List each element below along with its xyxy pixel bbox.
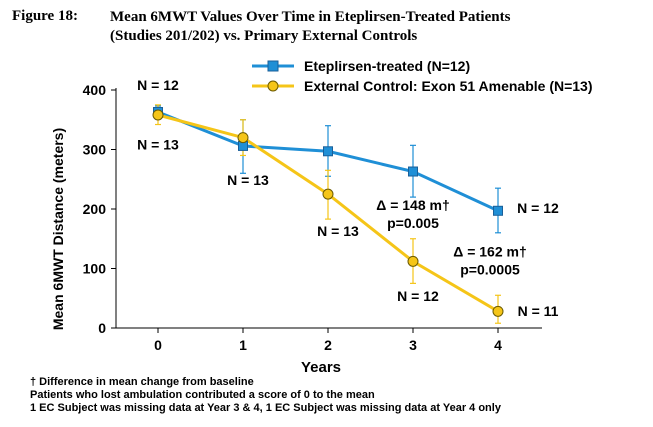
- x-tick-label: 3: [409, 337, 417, 353]
- annotation-label: Δ = 162 m†: [453, 244, 527, 260]
- footnote-ambulation: Patients who lost ambulation contributed…: [30, 389, 375, 401]
- annotation-label: N = 12: [517, 200, 559, 216]
- annotation-label: N = 13: [137, 137, 179, 153]
- data-point-square: [323, 146, 333, 157]
- annotation-label: N = 13: [227, 172, 269, 188]
- data-point-circle: [237, 132, 249, 144]
- legend-marker-circle: [267, 80, 279, 92]
- data-point-square: [493, 205, 503, 216]
- x-tick-label: 1: [239, 337, 247, 353]
- footnote-missing-data: 1 EC Subject was missing data at Year 3 …: [30, 402, 501, 414]
- figure-title-line-2: (Studies 201/202) vs. Primary External C…: [110, 28, 418, 44]
- annotation-label: N = 11: [518, 303, 559, 319]
- y-tick-label: 0: [98, 320, 106, 336]
- figure-title-line-1: Mean 6MWT Values Over Time in Eteplirsen…: [110, 9, 511, 25]
- annotation-label: N = 12: [137, 77, 179, 93]
- data-point-circle: [492, 305, 504, 317]
- annotation-label: p=0.005: [387, 215, 439, 231]
- x-tick-label: 2: [324, 337, 332, 353]
- figure-title: Mean 6MWT Values Over Time in Eteplirsen…: [110, 8, 630, 46]
- figure-label: Figure 18:: [12, 8, 78, 24]
- y-tick-label: 400: [83, 82, 107, 98]
- annotation-label: N = 13: [317, 223, 359, 239]
- annotation-label: N = 12: [397, 288, 439, 304]
- legend-marker-square: [267, 60, 279, 72]
- x-axis-label: Years: [301, 359, 341, 376]
- footnote-dagger: † Difference in mean change from baselin…: [30, 376, 254, 388]
- y-tick-label: 300: [83, 142, 107, 158]
- data-point-circle: [407, 255, 419, 267]
- y-tick-label: 200: [83, 201, 107, 217]
- legend-label-external: External Control: Exon 51 Amenable (N=13…: [304, 78, 593, 94]
- data-point-circle: [322, 188, 334, 200]
- annotation-label: p=0.0005: [460, 261, 520, 277]
- data-point-circle: [152, 109, 164, 121]
- x-tick-label: 0: [154, 337, 162, 353]
- y-tick-label: 100: [83, 261, 107, 277]
- legend-label-eteplirsen: Eteplirsen-treated (N=12): [304, 58, 470, 74]
- data-point-square: [408, 166, 418, 177]
- y-axis-label: Mean 6MWT Distance (meters): [50, 128, 66, 330]
- footnotes: † Difference in mean change from baselin…: [30, 376, 501, 415]
- x-tick-label: 4: [494, 337, 502, 353]
- annotation-label: Δ = 148 m†: [376, 197, 450, 213]
